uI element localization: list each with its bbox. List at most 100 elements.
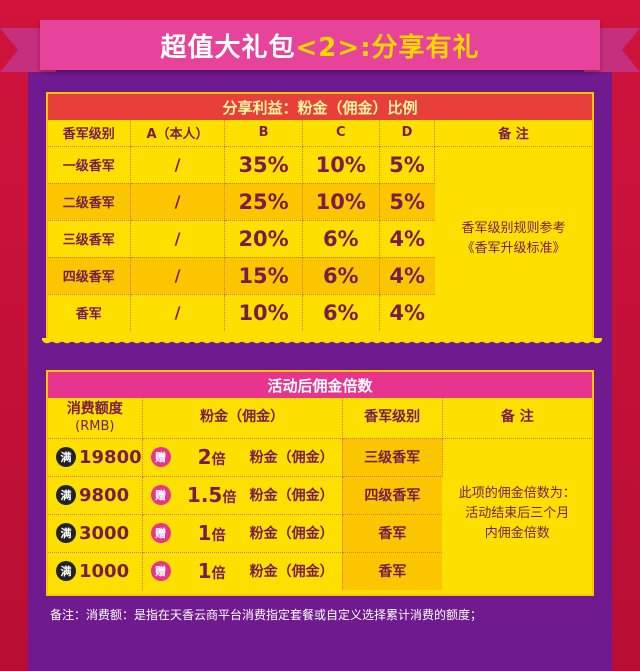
amount-cell: 满 1000 xyxy=(48,552,143,590)
gift-badge: 赠 xyxy=(150,523,171,543)
amount-value: 3000 xyxy=(79,522,130,544)
header-amount: 消费额度 (RMB) xyxy=(48,398,143,439)
a-cell: / xyxy=(130,220,226,258)
multiplier-note: 此项的佣金倍数为： 活动结束后三个月 内佣金倍数 xyxy=(442,438,592,590)
amount-value: 1000 xyxy=(79,560,130,582)
commission-label: 粉金（佣金） xyxy=(249,564,334,581)
table-row: 三级香军 / 20% 6% 4% xyxy=(48,220,592,258)
multiple-unit: 倍 xyxy=(211,528,226,544)
full-badge: 满 xyxy=(56,523,76,543)
multiple-value: 2倍 xyxy=(180,445,244,469)
b-cell: 20% xyxy=(224,220,303,258)
commission-cell: 赠 1.5倍 粉金（佣金） xyxy=(142,476,343,515)
commission-label: 粉金（佣金） xyxy=(249,488,334,504)
commission-cell: 赠 2倍 粉金（佣金） xyxy=(142,438,343,477)
header-amount-line1: 消费额度 xyxy=(66,400,123,417)
full-badge: 满 xyxy=(56,561,76,582)
ribbon-body: 超值大礼包<2>:分享有礼 xyxy=(40,20,600,70)
a-cell: / xyxy=(130,183,226,221)
header-rank: 香军级别 xyxy=(342,398,443,439)
d-cell: 4% xyxy=(379,257,435,295)
amount-cell: 满 9800 xyxy=(48,476,143,515)
d-cell: 5% xyxy=(379,183,435,221)
table-row: 四级香军 / 15% 6% 4% xyxy=(48,257,592,295)
multiplier-title: 活动后佣金倍数 xyxy=(48,372,592,398)
multiplier-note-line3: 内佣金倍数 xyxy=(484,526,550,542)
commission-ratio-card: 分享利益：粉金（佣金）比例 香军级别 A（本人） B C D 备 注 一级香军 … xyxy=(42,92,602,348)
commission-label: 粉金（佣金） xyxy=(249,450,334,466)
title-ribbon: 超值大礼包<2>:分享有礼 xyxy=(0,20,640,72)
a-cell: / xyxy=(130,294,226,331)
header-note: 备 注 xyxy=(434,120,592,147)
b-cell: 15% xyxy=(224,257,303,295)
title-suffix: :分享有礼 xyxy=(360,32,480,63)
page-title: 超值大礼包<2>:分享有礼 xyxy=(160,27,479,64)
gift-badge: 赠 xyxy=(150,485,171,505)
level-cell: 香军 xyxy=(48,294,131,331)
b-cell: 35% xyxy=(224,146,303,184)
commission-cell: 赠 1倍 粉金（佣金） xyxy=(142,552,343,590)
multiple-number: 1 xyxy=(197,521,212,545)
commission-ratio-table: 香军级别 A（本人） B C D 备 注 一级香军 / 35% 10% 5% 香… xyxy=(48,120,592,331)
multiple-number: 1.5 xyxy=(186,483,223,507)
multiplier-table: 消费额度 (RMB) 粉金（佣金） 香军级别 备 注 满 19800 赠 2倍 粉金（… xyxy=(48,398,592,590)
footnote: 备注：消费额：是指在天香云商平台消费指定套餐或自定义选择累计消费的额度； xyxy=(50,608,483,622)
card-scallop-edge xyxy=(42,338,602,348)
b-cell: 25% xyxy=(224,183,303,221)
multiple-value: 1倍 xyxy=(180,521,244,545)
table-header-row: 消费额度 (RMB) 粉金（佣金） 香军级别 备 注 xyxy=(48,398,592,439)
multiplier-note-line2: 活动结束后三个月 xyxy=(465,506,570,522)
table-row: 满 3000 赠 1倍 粉金（佣金） 香军 xyxy=(48,514,592,553)
multiplier-note-line1: 此项的佣金倍数为： xyxy=(458,486,576,502)
gift-badge: 赠 xyxy=(150,447,171,467)
multiple-number: 1 xyxy=(197,559,212,584)
c-cell: 6% xyxy=(302,294,380,331)
d-cell: 4% xyxy=(389,300,426,325)
level-cell: 一级香军 xyxy=(48,146,131,184)
level-cell: 二级香军 xyxy=(48,183,131,221)
d-cell: 4% xyxy=(379,220,435,258)
header-c: C xyxy=(302,120,380,147)
gift-badge: 赠 xyxy=(150,561,171,582)
multiple-unit: 倍 xyxy=(222,490,237,506)
table-row: 满 19800 赠 2倍 粉金（佣金） 三级香军 此项的佣金倍数为： 活动结束后三个月… xyxy=(48,438,592,541)
amount-cell: 满 3000 xyxy=(48,514,143,553)
commission-cell: 赠 1倍 粉金（佣金） xyxy=(142,514,343,553)
ratio-note-line2: 《香军升级标准》 xyxy=(461,240,566,256)
a-cell: / xyxy=(130,146,226,184)
table-row: 一级香军 / 35% 10% 5% 香军级别规则参考 《香军升级标准》 xyxy=(48,146,592,256)
multiple-unit: 倍 xyxy=(211,452,226,468)
title-prefix: 超值大礼包 xyxy=(160,32,296,63)
header-d: D xyxy=(379,120,436,147)
amount-cell: 满 19800 xyxy=(48,438,143,477)
title-number: <2> xyxy=(295,32,361,63)
level-cell: 三级香军 xyxy=(48,220,131,258)
rank-cell: 三级香军 xyxy=(342,438,443,477)
table-row: 满 9800 赠 1.5倍 粉金（佣金） 四级香军 xyxy=(48,476,592,515)
amount-value: 19800 xyxy=(79,446,142,468)
header-commission: 粉金（佣金） xyxy=(142,398,343,439)
ratio-note: 香军级别规则参考 《香军升级标准》 xyxy=(435,146,592,331)
multiple-unit: 倍 xyxy=(211,566,226,583)
ratio-note-line1: 香军级别规则参考 xyxy=(461,220,566,236)
header-level: 香军级别 xyxy=(48,120,131,147)
header-b: B xyxy=(224,120,303,147)
table-header-row: 香军级别 A（本人） B C D 备 注 xyxy=(48,120,592,147)
c-cell: 6% xyxy=(302,257,380,295)
multiple-value: 1倍 xyxy=(180,559,244,583)
d-cell: 5% xyxy=(379,146,436,184)
header-amount-line2: (RMB) xyxy=(75,418,115,434)
header-note: 备 注 xyxy=(442,398,592,439)
commission-label: 粉金（佣金） xyxy=(249,526,334,542)
b-cell: 10% xyxy=(224,294,303,331)
full-badge: 满 xyxy=(56,485,76,505)
c-cell: 6% xyxy=(302,220,380,258)
table-row: 香军 / 10% 6% 4% xyxy=(48,294,592,331)
rank-cell: 香军 xyxy=(342,552,443,590)
table-row: 满 1000 赠 1倍 粉金（佣金） 香军 xyxy=(48,552,592,590)
c-cell: 10% xyxy=(302,183,380,221)
level-cell: 四级香军 xyxy=(48,257,131,295)
a-cell: / xyxy=(130,257,226,295)
commission-ratio-title: 分享利益：粉金（佣金）比例 xyxy=(48,94,592,120)
multiple-number: 2 xyxy=(197,445,212,469)
